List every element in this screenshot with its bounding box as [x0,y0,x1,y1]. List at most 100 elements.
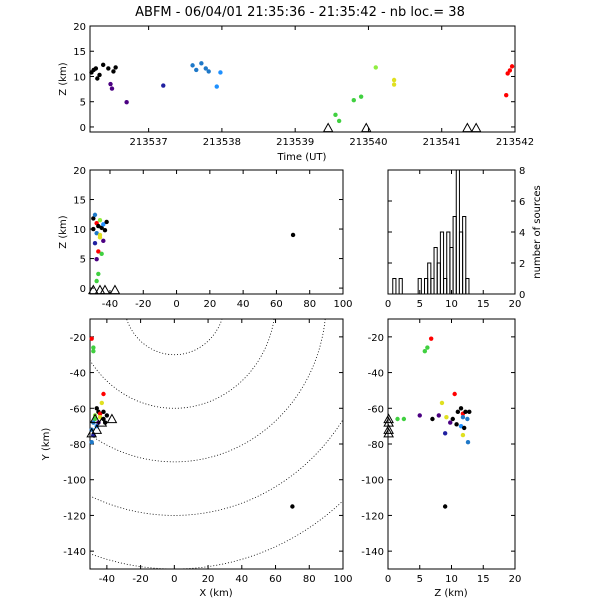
source-point [391,77,397,83]
x-tick-label: 10 [445,299,458,310]
source-point [106,66,111,71]
station-triangle [106,413,118,424]
source-point [450,416,455,422]
source-point [462,425,467,431]
source-point [89,440,94,445]
source-point [507,68,513,73]
range-ring [90,418,343,516]
source-point [101,222,106,227]
source-point [101,238,106,244]
source-point [95,76,100,81]
x-tick-label: 80 [303,299,316,310]
y-tick-label: 5 [80,255,86,266]
histogram-bar [465,278,470,295]
source-point [448,420,453,425]
source-point [94,406,99,411]
source-point [96,271,101,277]
source-point [89,336,94,341]
y-tick-label: 0 [80,284,86,295]
y-tick-label: 15 [73,47,86,58]
source-point [439,400,445,406]
x-height-frame [89,169,344,295]
source-point [460,432,466,438]
y-tick-label: -40 [70,369,86,380]
histogram-bar [392,278,397,295]
x-tick-label: 213540 [349,137,387,148]
source-point [96,249,101,254]
histogram-bar [417,278,422,295]
station-triangle [87,284,99,295]
plan-view-frame [89,318,344,570]
source-point [425,345,430,350]
source-point [91,348,96,354]
source-point [93,66,99,71]
station-triangle [383,413,394,424]
source-point [99,251,104,257]
plan-view-xlabel: X (km) [199,588,232,599]
histogram-bar [439,231,445,295]
source-point [290,232,296,238]
x-tick-label: 80 [303,574,316,585]
source-point [92,212,98,218]
time-height-panel: 213537 213538 213539 213540 213541 213542 0 5 10… [58,22,534,163]
y-tick-label: 8 [519,166,525,177]
station-triangle [89,413,101,424]
x-tick-label: -20 [135,299,151,310]
y-tick-label: 10 [73,225,86,236]
x-tick-label: 0 [385,574,391,585]
source-point [108,81,113,87]
plan-view-ylabel: Y (km) [41,428,52,462]
x-tick-label: 15 [477,574,490,585]
y-tick-label: 4 [519,228,525,239]
source-point [199,61,204,66]
time-height-ylabel: Z (km) [58,62,69,95]
source-point [454,422,459,427]
station-triangle [360,122,372,133]
source-point [505,71,510,76]
source-point [395,416,400,422]
y-tick-label: 10 [73,72,86,83]
source-point [428,336,434,341]
x-tick-label: -20 [132,574,148,585]
y-tick-label: -80 [70,440,86,451]
histogram-ylabel: number of sources [532,185,543,278]
source-point [94,256,99,262]
station-triangle [383,424,394,434]
source-point [96,223,101,229]
y-tick-label: -60 [70,404,86,415]
station-triangle [109,284,121,295]
y-tick-label: -120 [361,511,384,522]
station-triangle [99,284,111,295]
source-point [111,69,116,74]
source-point [509,64,515,69]
histogram-frame [387,169,516,295]
z-plan-panel: 0 5 10 15 20 -20 -40 -60 -80 -100 -120 -140 Z (km) [361,318,522,599]
source-point [190,63,195,68]
y-tick-label: 5 [80,98,86,109]
y-tick-label: -120 [63,511,86,522]
x-tick-label: 15 [477,299,490,310]
source-point [455,409,461,415]
source-point [401,416,407,422]
x-tick-label: 213537 [130,137,168,148]
x-tick-label: 0 [171,574,177,585]
source-point [218,70,223,75]
source-point [444,415,449,420]
x-tick-label: 40 [237,299,250,310]
y-tick-label: 2 [519,259,525,270]
histogram-bar [398,278,403,295]
x-tick-label: 213538 [203,137,241,148]
x-tick-label: 100 [333,574,352,585]
x-tick-label: -40 [99,574,115,585]
source-point [100,62,106,68]
x-tick-label: 20 [509,574,522,585]
source-point [94,230,99,236]
x-tick-label: 20 [202,574,215,585]
source-point [92,416,98,422]
source-point [333,112,338,118]
z-plan-frame [387,318,516,570]
range-ring [126,319,223,356]
y-tick-label: 0 [80,123,86,134]
